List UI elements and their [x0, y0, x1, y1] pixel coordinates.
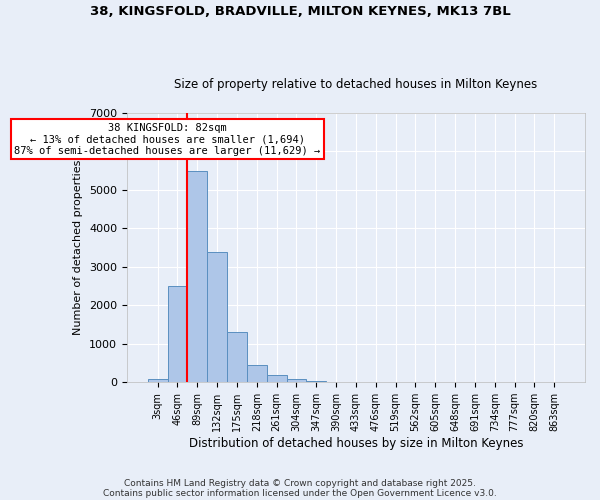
- Text: Contains HM Land Registry data © Crown copyright and database right 2025.: Contains HM Land Registry data © Crown c…: [124, 478, 476, 488]
- Bar: [187, 170, 207, 382]
- Bar: [148, 380, 167, 382]
- Bar: [207, 252, 227, 382]
- Bar: [287, 379, 307, 382]
- Title: Size of property relative to detached houses in Milton Keynes: Size of property relative to detached ho…: [175, 78, 538, 91]
- Bar: [266, 375, 287, 382]
- Text: 38, KINGSFOLD, BRADVILLE, MILTON KEYNES, MK13 7BL: 38, KINGSFOLD, BRADVILLE, MILTON KEYNES,…: [89, 5, 511, 18]
- Bar: [167, 286, 187, 382]
- Text: Contains public sector information licensed under the Open Government Licence v3: Contains public sector information licen…: [103, 488, 497, 498]
- Bar: [247, 364, 266, 382]
- Text: 38 KINGSFOLD: 82sqm
← 13% of detached houses are smaller (1,694)
87% of semi-det: 38 KINGSFOLD: 82sqm ← 13% of detached ho…: [14, 122, 320, 156]
- Y-axis label: Number of detached properties: Number of detached properties: [73, 160, 83, 336]
- X-axis label: Distribution of detached houses by size in Milton Keynes: Distribution of detached houses by size …: [188, 437, 523, 450]
- Bar: [307, 380, 326, 382]
- Bar: [227, 332, 247, 382]
